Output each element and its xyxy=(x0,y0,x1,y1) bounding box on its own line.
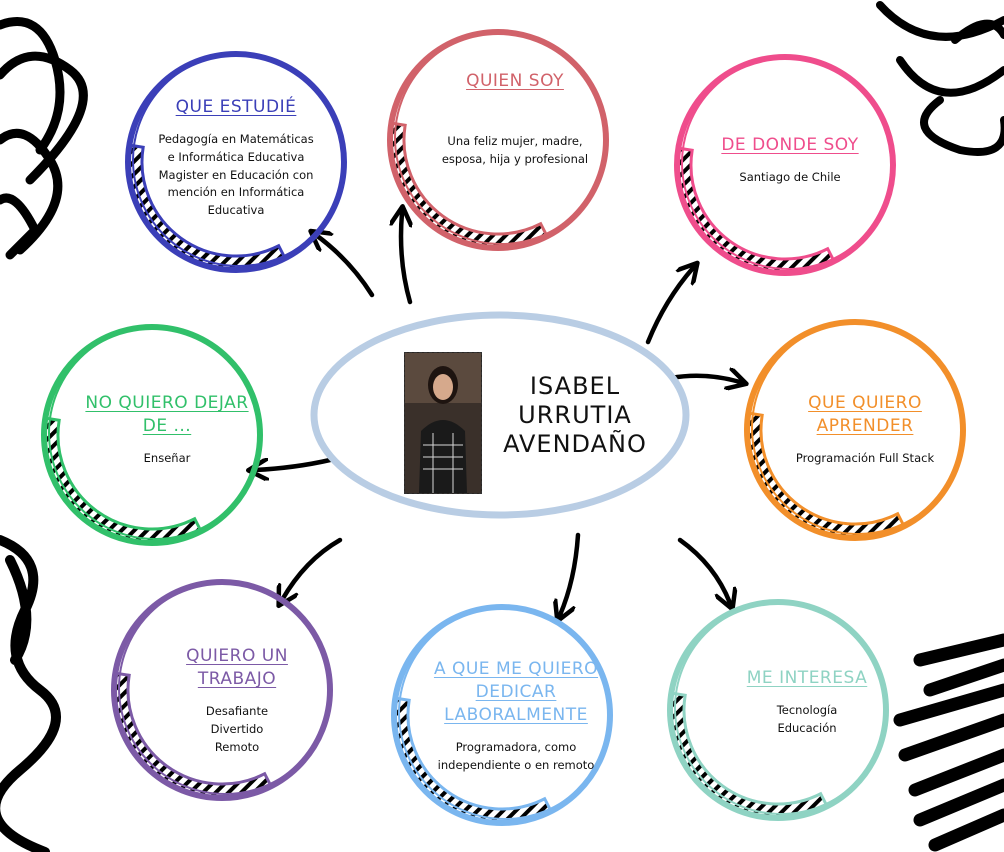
circle-que-quiero-aprender xyxy=(744,319,966,541)
sketch-ring xyxy=(751,321,965,535)
body-line: Pedagogía en Matemáticas xyxy=(158,131,314,146)
body-line: independiente o en remoto xyxy=(437,757,595,772)
body-line: Educación xyxy=(777,720,837,735)
arrow-to-no-quiero-dejar xyxy=(255,457,333,470)
circle-que-estudie xyxy=(125,51,347,273)
title-line: TRABAJO xyxy=(197,668,277,689)
node-title: QUIEN SOY xyxy=(466,70,564,93)
arrow-to-a-que-me-quiero-dedicar xyxy=(560,532,581,615)
arrow-to-que-estudie xyxy=(316,235,375,298)
body-line: esposa, hija y profesional xyxy=(441,151,589,166)
node-body: Enseñar xyxy=(144,450,191,468)
body-line: Tecnología xyxy=(776,702,838,717)
circle-quiero-un-trabajo xyxy=(111,579,333,801)
scribble-top-left xyxy=(0,17,88,260)
arrow-to-me-interesa xyxy=(677,537,730,603)
node-body: Pedagogía en Matemáticas e Informática E… xyxy=(158,131,313,220)
title-line: QUE QUIERO xyxy=(808,393,922,413)
circle-no-quiero-dejar xyxy=(41,324,263,546)
node-title: A QUE ME QUIERO DEDICAR LABORALMENTE xyxy=(434,658,598,727)
node-title: QUE QUIERO APRENDER xyxy=(808,392,922,438)
node-body: Tecnología Educación xyxy=(777,702,838,738)
sketch-ring xyxy=(394,31,608,245)
node-title: DE DONDE SOY xyxy=(721,134,858,157)
title-line: APRENDER xyxy=(816,415,914,436)
node-a-que-me-quiero-dedicar: A QUE ME QUIERO DEDICAR LABORALMENTE Pro… xyxy=(416,658,616,774)
sketch-ring xyxy=(674,601,888,815)
node-title: QUE ESTUDIÉ xyxy=(176,96,297,119)
scribble-top-right xyxy=(876,1,1004,156)
arrow-to-quiero-un-trabajo xyxy=(282,537,343,600)
body-line: Educativa xyxy=(207,203,265,218)
name-line-3: AVENDAÑO xyxy=(503,429,647,458)
body-line: e Informática Educativa xyxy=(167,149,305,164)
title-line: DE DONDE SOY xyxy=(721,135,859,155)
sketch-ring xyxy=(132,53,346,267)
body-line: mención en Informática xyxy=(167,185,305,200)
title-line: DEDICAR xyxy=(475,681,557,702)
title-line: DE ... xyxy=(142,415,192,436)
arrow-to-que-quiero-aprender xyxy=(668,376,740,382)
portrait-photo xyxy=(404,352,482,494)
title-line: LABORALMENTE xyxy=(444,704,588,725)
title-line: A QUE ME QUIERO xyxy=(433,659,599,679)
title-line: NO QUIERO DEJAR xyxy=(85,393,249,413)
node-no-quiero-dejar: NO QUIERO DEJAR DE ... Enseñar xyxy=(72,392,262,468)
sketch-ring xyxy=(681,56,895,270)
node-body: Santiago de Chile xyxy=(739,169,840,187)
node-me-interesa: ME INTERESA Tecnología Educación xyxy=(712,667,902,738)
scribble-bottom-right xyxy=(893,633,1004,852)
node-body: Programación Full Stack xyxy=(796,450,934,468)
body-line: Santiago de Chile xyxy=(739,169,841,184)
node-body: Una feliz mujer, madre, esposa, hija y p… xyxy=(442,133,588,169)
body-line: Programadora, como xyxy=(455,739,577,754)
title-line: QUIERO UN xyxy=(186,646,288,666)
sketch-ring xyxy=(398,606,612,820)
body-line: Una feliz mujer, madre, xyxy=(447,133,583,148)
body-line: Enseñar xyxy=(143,450,191,465)
connectors xyxy=(255,213,740,615)
body-line: Desafiante xyxy=(205,703,269,718)
node-quiero-un-trabajo: QUIERO UN TRABAJO Desafiante Divertido R… xyxy=(152,645,322,756)
person-name: ISABEL URRUTIA AVENDAÑO xyxy=(500,372,650,458)
title-line: QUE ESTUDIÉ xyxy=(175,97,297,117)
node-title: NO QUIERO DEJAR DE ... xyxy=(85,392,248,438)
sketch-ring xyxy=(48,326,262,540)
circle-a-que-me-quiero-dedicar xyxy=(391,604,613,826)
body-line: Magister en Educación con xyxy=(158,167,314,182)
node-que-quiero-aprender: QUE QUIERO APRENDER Programación Full St… xyxy=(770,392,960,468)
node-title: ME INTERESA xyxy=(747,667,867,690)
scribble-bottom-left xyxy=(0,535,61,852)
body-line: Remoto xyxy=(214,739,260,754)
node-de-donde-soy: DE DONDE SOY Santiago de Chile xyxy=(700,134,880,187)
node-title: QUIERO UN TRABAJO xyxy=(186,645,288,691)
name-line-2: URRUTIA xyxy=(518,400,632,429)
circle-de-donde-soy xyxy=(674,54,896,276)
title-line: QUIEN SOY xyxy=(466,71,564,91)
title-line: ME INTERESA xyxy=(746,668,868,688)
arrow-to-quien-soy xyxy=(401,213,410,305)
circle-me-interesa xyxy=(667,599,889,821)
sketch-ring xyxy=(118,581,332,795)
node-que-estudie: QUE ESTUDIÉ Pedagogía en Matemáticas e I… xyxy=(146,96,326,220)
name-line-1: ISABEL xyxy=(529,372,621,400)
arrow-to-de-donde-soy xyxy=(645,268,693,345)
node-quien-soy: QUIEN SOY Una feliz mujer, madre, esposa… xyxy=(420,70,610,169)
circle-quien-soy xyxy=(387,29,609,251)
body-line: Programación Full Stack xyxy=(795,450,935,465)
node-body: Desafiante Divertido Remoto xyxy=(206,703,268,756)
body-line: Divertido xyxy=(210,721,264,736)
node-body: Programadora, como independiente o en re… xyxy=(438,739,595,775)
